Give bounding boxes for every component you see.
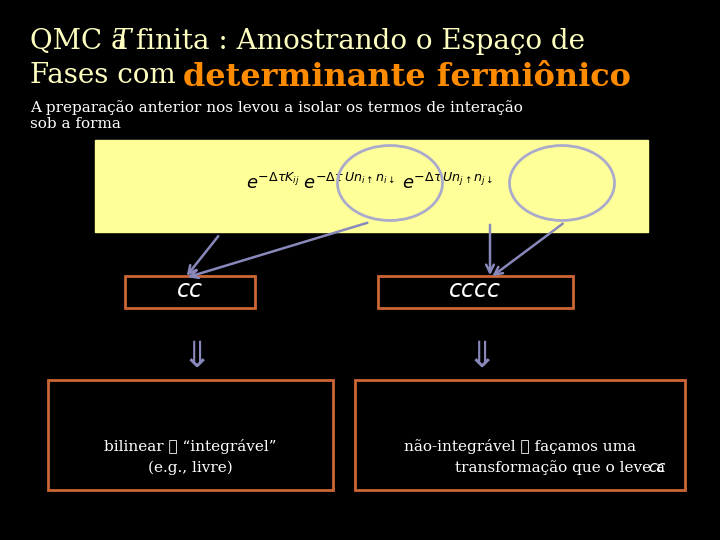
Text: (e.g., livre): (e.g., livre) — [148, 461, 233, 475]
Bar — [355, 380, 685, 490]
Text: $\Downarrow$: $\Downarrow$ — [174, 340, 206, 374]
Text: T: T — [113, 28, 132, 55]
Text: $cc$: $cc$ — [176, 278, 204, 302]
Text: não-integrável ∴ façamos uma: não-integrável ∴ façamos uma — [404, 440, 636, 455]
Bar — [48, 380, 333, 490]
Text: Fases com: Fases com — [30, 62, 184, 89]
Text: A preparação anterior nos levou a isolar os termos de interação
sob a forma: A preparação anterior nos levou a isolar… — [30, 100, 523, 131]
Text: finita : Amostrando o Espaço de: finita : Amostrando o Espaço de — [127, 28, 585, 55]
Text: QMC a: QMC a — [30, 28, 136, 55]
Text: determinante fermiônico: determinante fermiônico — [183, 62, 631, 93]
Text: $e^{-\Delta\tau K_{ij}}\;e^{-\Delta\tau\, U n_{i\uparrow}n_{i\downarrow}}\;e^{-\: $e^{-\Delta\tau K_{ij}}\;e^{-\Delta\tau\… — [246, 173, 494, 193]
Bar — [125, 276, 255, 308]
Text: $\Downarrow$: $\Downarrow$ — [459, 340, 491, 374]
Text: transformação que o leve a: transformação que o leve a — [455, 461, 670, 475]
Text: $cccc$: $cccc$ — [448, 278, 502, 302]
Text: bilinear ∴ “integrável”: bilinear ∴ “integrável” — [104, 440, 276, 455]
Bar — [95, 140, 648, 232]
Text: $cc$: $cc$ — [648, 461, 667, 476]
Bar — [378, 276, 573, 308]
